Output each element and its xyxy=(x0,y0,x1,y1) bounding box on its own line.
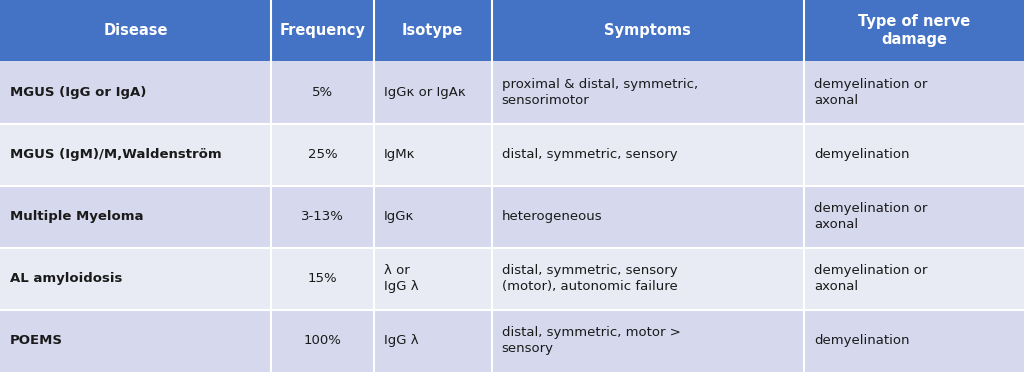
Bar xyxy=(271,310,374,372)
Text: POEMS: POEMS xyxy=(10,334,63,347)
Text: distal, symmetric, sensory: distal, symmetric, sensory xyxy=(502,148,678,161)
Text: demyelination or
axonal: demyelination or axonal xyxy=(814,78,928,107)
Bar xyxy=(374,61,492,124)
Text: 100%: 100% xyxy=(304,334,341,347)
Bar xyxy=(804,248,1024,310)
Bar xyxy=(0,124,271,186)
Bar xyxy=(271,0,374,61)
Bar xyxy=(0,310,271,372)
Bar xyxy=(374,248,492,310)
Text: IgGκ: IgGκ xyxy=(384,210,415,223)
Text: proximal & distal, symmetric,
sensorimotor: proximal & distal, symmetric, sensorimot… xyxy=(502,78,698,107)
Text: demyelination: demyelination xyxy=(814,334,909,347)
Text: Isotype: Isotype xyxy=(402,23,463,38)
Text: 5%: 5% xyxy=(312,86,333,99)
Bar xyxy=(492,124,804,186)
Bar xyxy=(804,0,1024,61)
Bar xyxy=(374,310,492,372)
Text: 15%: 15% xyxy=(308,272,337,285)
Bar xyxy=(0,248,271,310)
Bar xyxy=(492,61,804,124)
Bar xyxy=(804,124,1024,186)
Bar xyxy=(492,186,804,248)
Text: IgG λ: IgG λ xyxy=(384,334,419,347)
Text: Type of nerve
damage: Type of nerve damage xyxy=(858,14,970,48)
Bar xyxy=(271,61,374,124)
Text: Frequency: Frequency xyxy=(280,23,366,38)
Text: heterogeneous: heterogeneous xyxy=(502,210,602,223)
Text: λ or
IgG λ: λ or IgG λ xyxy=(384,264,419,293)
Bar xyxy=(374,124,492,186)
Bar xyxy=(0,0,271,61)
Text: IgGκ or IgAκ: IgGκ or IgAκ xyxy=(384,86,466,99)
Text: Symptoms: Symptoms xyxy=(604,23,691,38)
Text: distal, symmetric, motor >
sensory: distal, symmetric, motor > sensory xyxy=(502,327,681,355)
Text: demyelination: demyelination xyxy=(814,148,909,161)
Text: MGUS (IgG or IgA): MGUS (IgG or IgA) xyxy=(10,86,146,99)
Bar xyxy=(374,186,492,248)
Text: IgMκ: IgMκ xyxy=(384,148,416,161)
Bar xyxy=(804,61,1024,124)
Bar xyxy=(271,124,374,186)
Text: distal, symmetric, sensory
(motor), autonomic failure: distal, symmetric, sensory (motor), auto… xyxy=(502,264,678,293)
Text: demyelination or
axonal: demyelination or axonal xyxy=(814,202,928,231)
Bar xyxy=(271,248,374,310)
Text: Multiple Myeloma: Multiple Myeloma xyxy=(10,210,143,223)
Bar xyxy=(0,61,271,124)
Text: demyelination or
axonal: demyelination or axonal xyxy=(814,264,928,293)
Bar xyxy=(0,186,271,248)
Bar xyxy=(804,186,1024,248)
Bar xyxy=(374,0,492,61)
Bar xyxy=(804,310,1024,372)
Text: Disease: Disease xyxy=(103,23,168,38)
Bar xyxy=(492,0,804,61)
Text: 25%: 25% xyxy=(308,148,337,161)
Bar xyxy=(271,186,374,248)
Text: AL amyloidosis: AL amyloidosis xyxy=(10,272,123,285)
Text: MGUS (IgM)/M,Waldenström: MGUS (IgM)/M,Waldenström xyxy=(10,148,222,161)
Text: 3-13%: 3-13% xyxy=(301,210,344,223)
Bar xyxy=(492,310,804,372)
Bar xyxy=(492,248,804,310)
